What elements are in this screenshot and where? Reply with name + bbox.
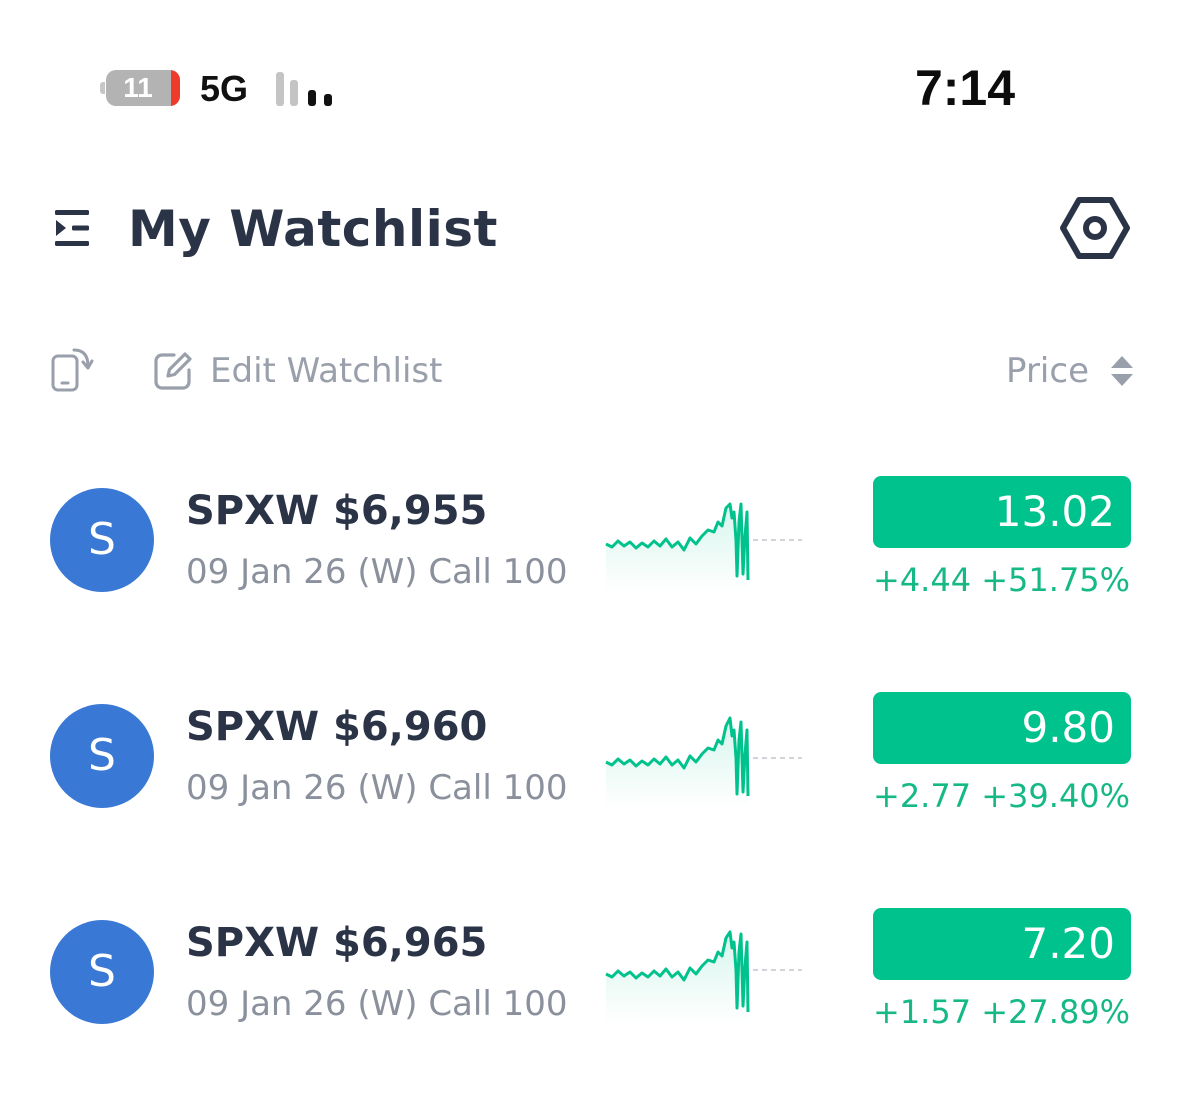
price-badge: 9.80	[873, 692, 1131, 764]
status-bar: 11 5G 7:14	[0, 0, 1179, 140]
sparkline-chart	[605, 502, 802, 592]
edit-watchlist-label: Edit Watchlist	[210, 351, 443, 391]
contract-title: SPXW $6,960	[186, 704, 488, 750]
contract-title: SPXW $6,955	[186, 488, 488, 534]
watchlist-row[interactable]: S SPXW $6,960 09 Jan 26 (W) Call 100 9.8…	[0, 692, 1179, 904]
avatar: S	[50, 488, 154, 592]
sort-label: Price	[1006, 351, 1089, 391]
edit-square-icon	[154, 352, 192, 390]
price-change: +1.57 +27.89%	[873, 993, 1131, 1031]
sparkline-chart	[605, 930, 802, 1024]
price-badge: 7.20	[873, 908, 1131, 980]
price-change: +4.44 +51.75%	[873, 561, 1131, 599]
avatar: S	[50, 704, 154, 808]
price-badge: 13.02	[873, 476, 1131, 548]
contract-title: SPXW $6,965	[186, 920, 488, 966]
network-type: 5G	[200, 68, 249, 109]
clock: 7:14	[914, 60, 1016, 116]
sort-arrows-icon	[1111, 356, 1133, 386]
sparkline-chart	[605, 716, 802, 808]
sort-by-price-button[interactable]: Price	[990, 344, 1135, 398]
avatar: S	[50, 920, 154, 1024]
contract-subtitle: 09 Jan 26 (W) Call 100	[186, 768, 568, 808]
battery-level: 11	[123, 72, 153, 103]
contract-subtitle: 09 Jan 26 (W) Call 100	[186, 984, 568, 1024]
watchlist-row[interactable]: S SPXW $6,965 09 Jan 26 (W) Call 100 7.2…	[0, 908, 1179, 1120]
menu-collapse-icon[interactable]	[52, 206, 94, 250]
page-title: My Watchlist	[128, 200, 498, 258]
watchlist-row[interactable]: S SPXW $6,955 09 Jan 26 (W) Call 100 13.…	[0, 476, 1179, 688]
signal-strength-icon	[276, 72, 336, 106]
contract-subtitle: 09 Jan 26 (W) Call 100	[186, 552, 568, 592]
edit-watchlist-button[interactable]: Edit Watchlist	[152, 344, 442, 398]
phone-rotate-icon[interactable]	[50, 346, 94, 394]
battery-icon: 11	[100, 70, 180, 106]
settings-icon[interactable]	[1060, 196, 1130, 260]
price-change: +2.77 +39.40%	[873, 777, 1131, 815]
